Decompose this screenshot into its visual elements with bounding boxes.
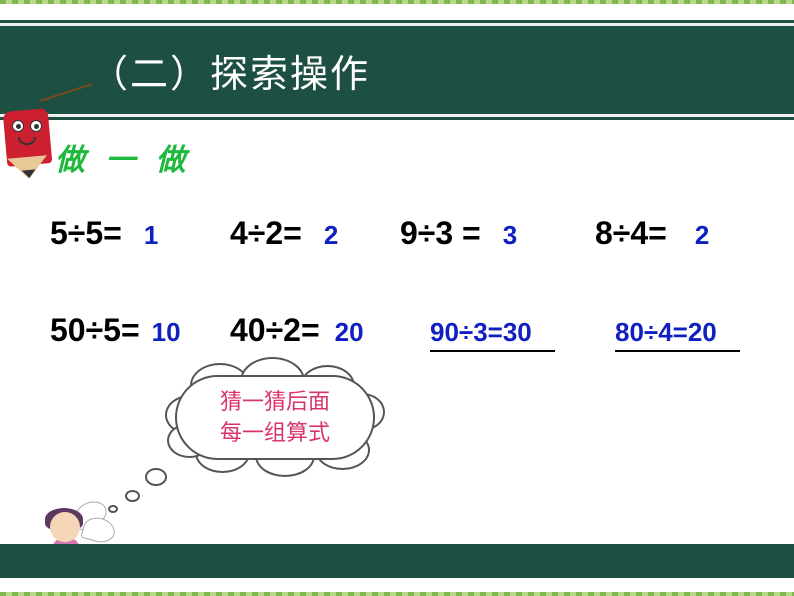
equation-answer: 2 bbox=[695, 220, 709, 251]
equation-answer-underlined: 90÷3=30 bbox=[430, 317, 555, 352]
equation-text: 9÷3 = bbox=[400, 215, 481, 252]
equation-text: 4÷2= bbox=[230, 215, 302, 252]
top-decorative-stripe bbox=[0, 0, 794, 4]
equations-area: 5÷5= 1 4÷2= 2 9÷3 = 3 8÷4= 2 50÷5= 10 40… bbox=[50, 215, 764, 412]
thought-cloud: 猜一猜后面 每一组算式 bbox=[175, 375, 375, 465]
equation-text: 8÷4= bbox=[595, 215, 667, 252]
equation-answer: 20 bbox=[335, 317, 364, 348]
bottom-bar bbox=[0, 544, 794, 578]
equation-row-1: 5÷5= 1 4÷2= 2 9÷3 = 3 8÷4= 2 bbox=[50, 215, 764, 252]
thought-bubble-icon bbox=[125, 490, 140, 502]
equation-text: 5÷5= bbox=[50, 215, 122, 252]
equation-answer: 3 bbox=[503, 220, 517, 251]
subtitle: 做 一 做 bbox=[55, 135, 192, 179]
equation-answer: 1 bbox=[144, 220, 158, 251]
equation-row-2: 50÷5= 10 40÷2= 20 90÷3=30 80÷4=20 bbox=[50, 312, 764, 352]
cloud-line-1: 猜一猜后面 bbox=[220, 387, 330, 418]
header-title: （二）探索操作 bbox=[90, 43, 370, 98]
thought-bubble-icon bbox=[145, 468, 167, 486]
equation-text: 40÷2= bbox=[230, 312, 320, 349]
equation-text: 50÷5= bbox=[50, 312, 140, 349]
bottom-decorative-stripe bbox=[0, 592, 794, 596]
equation-answer-underlined: 80÷4=20 bbox=[615, 317, 740, 352]
equation-answer: 2 bbox=[324, 220, 338, 251]
header-bar: （二）探索操作 bbox=[0, 20, 794, 120]
cloud-line-2: 每一组算式 bbox=[220, 418, 330, 449]
equation-answer: 10 bbox=[152, 317, 181, 348]
